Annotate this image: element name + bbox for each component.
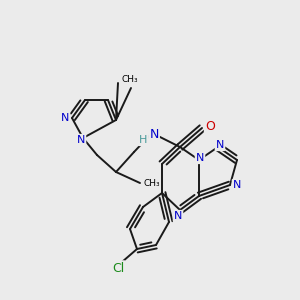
Text: N: N <box>77 135 85 145</box>
Text: N: N <box>233 180 241 190</box>
Text: CH₃: CH₃ <box>144 179 160 188</box>
Text: O: O <box>205 119 215 133</box>
Text: N: N <box>216 140 224 150</box>
Text: CH₃: CH₃ <box>121 76 138 85</box>
Text: H: H <box>139 135 147 145</box>
Text: N: N <box>61 113 69 123</box>
Text: N: N <box>196 153 204 163</box>
Text: Cl: Cl <box>112 262 124 275</box>
Text: N: N <box>174 211 182 221</box>
Text: N: N <box>149 128 159 140</box>
